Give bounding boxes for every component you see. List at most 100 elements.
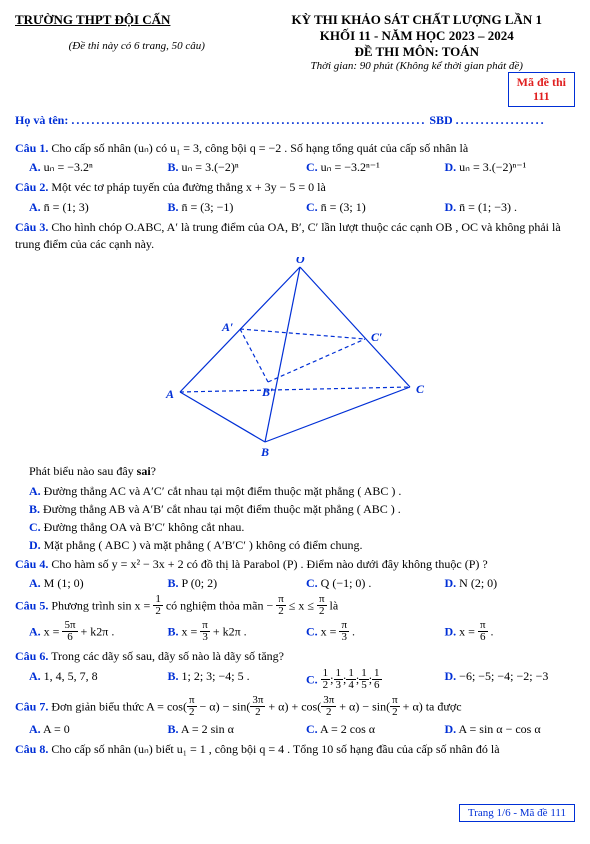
opt-c: C. bbox=[306, 722, 318, 736]
q7-pre: Đơn giản biểu thức A = cos( bbox=[51, 699, 187, 713]
opt-b: B. bbox=[168, 200, 179, 214]
q5-b-pre: x = bbox=[182, 624, 201, 638]
q5-c-pre: x = bbox=[321, 624, 340, 638]
opt-b: B. bbox=[168, 160, 179, 174]
q4-b: P (0; 2) bbox=[182, 576, 218, 590]
q5-a-post: + k2π . bbox=[78, 624, 115, 638]
q4-options: A. M (1; 0) B. P (0; 2) C. Q (−1; 0) . D… bbox=[29, 576, 575, 591]
opt-a: A. bbox=[29, 160, 41, 174]
q3-d: Mặt phẳng ( ABC ) và mặt phẳng ( A′B′C′ … bbox=[41, 538, 363, 552]
q4-a: M (1; 0) bbox=[44, 576, 84, 590]
exam-page: TRƯỜNG THPT ĐỘI CẤN (Đề thi này có 6 tra… bbox=[15, 12, 575, 822]
q7-m3: + α) − sin( bbox=[336, 699, 390, 713]
opt-a: A. bbox=[29, 200, 41, 214]
madethi-num: 111 bbox=[517, 89, 566, 103]
q8-label: Câu 8. bbox=[15, 742, 48, 756]
q5-d-post: . bbox=[488, 624, 494, 638]
q1-text: Cho cấp số nhân (uₙ) có u₁ = 3, công bội… bbox=[51, 141, 468, 155]
q5-c-post: . bbox=[349, 624, 355, 638]
q6-a: 1, 4, 5, 7, 8 bbox=[44, 669, 98, 683]
frac-3pi-2b: 3π2 bbox=[321, 695, 336, 718]
svg-text:C: C bbox=[416, 382, 425, 396]
q3-label: Câu 3. bbox=[15, 220, 48, 234]
name-label: Họ và tên: bbox=[15, 113, 68, 127]
q3-sai: sai bbox=[137, 464, 151, 478]
note-right: Thời gian: 90 phút (Không kể thời gian p… bbox=[258, 60, 575, 72]
q7-m4: + α) ta được bbox=[400, 699, 462, 713]
q3-c: Đường thẳng OA và B′C′ không cắt nhau. bbox=[41, 520, 245, 534]
q5-options: A. x = 5π6 + k2π . B. x = π3 + k2π . C. … bbox=[29, 621, 575, 644]
q4-label: Câu 4. bbox=[15, 557, 48, 571]
q5-label: Câu 5. bbox=[15, 598, 48, 612]
opt-d: D. bbox=[445, 624, 457, 638]
madethi-label: Mã đề thi bbox=[517, 75, 566, 89]
question-8: Câu 8. Cho cấp số nhân (uₙ) biết u₁ = 1 … bbox=[15, 741, 575, 758]
svg-text:B: B bbox=[260, 445, 269, 457]
question-1: Câu 1. Cho cấp số nhân (uₙ) có u₁ = 3, c… bbox=[15, 140, 575, 157]
exam-code-box: Mã đề thi 111 bbox=[508, 72, 575, 107]
svg-text:B′: B′ bbox=[261, 385, 273, 399]
header: TRƯỜNG THPT ĐỘI CẤN (Đề thi này có 6 tra… bbox=[15, 12, 575, 72]
q3-statements: A. Đường thẳng AC và A′C′ cắt nhau tại m… bbox=[15, 484, 575, 553]
page-footer: Trang 1/6 - Mã đề 111 bbox=[459, 804, 575, 822]
frac-pi-3b: π3 bbox=[339, 620, 349, 643]
exam-info: KỲ THI KHẢO SÁT CHẤT LƯỢNG LẦN 1 KHỐI 11… bbox=[258, 12, 575, 72]
opt-b: B. bbox=[168, 576, 179, 590]
opt-d: D. bbox=[445, 160, 457, 174]
q5-mid: có nghiệm thỏa mãn − bbox=[163, 598, 276, 612]
q4-c: Q (−1; 0) . bbox=[321, 576, 372, 590]
opt-c: C. bbox=[306, 200, 318, 214]
frac-5pi-6: 5π6 bbox=[62, 620, 77, 643]
svg-text:A′: A′ bbox=[221, 320, 233, 334]
opt-a: A. bbox=[29, 624, 41, 638]
q3-b: Đường thẳng AB và A′B′ cắt nhau tại một … bbox=[40, 502, 401, 516]
frac-pi-6: π6 bbox=[478, 620, 488, 643]
question-7: Câu 7. Đơn giản biểu thức A = cos(π2 − α… bbox=[15, 696, 575, 719]
q1-d: uₙ = 3.(−2)ⁿ⁻¹ bbox=[459, 160, 526, 174]
q2-text: Một véc tơ pháp tuyến của đường thẳng x … bbox=[51, 180, 325, 194]
q7-b: A = 2 sin α bbox=[181, 722, 234, 736]
opt-a: A. bbox=[29, 722, 41, 736]
q7-d: A = sin α − cos α bbox=[459, 722, 541, 736]
q3-a: Đường thẳng AC và A′C′ cắt nhau tại một … bbox=[41, 484, 402, 498]
q2-label: Câu 2. bbox=[15, 180, 48, 194]
frac-1-2: 12 bbox=[153, 594, 163, 617]
q8-text: Cho cấp số nhân (uₙ) biết u₁ = 1 , công … bbox=[51, 742, 499, 756]
exam-line3: ĐỀ THI MÔN: TOÁN bbox=[258, 44, 575, 60]
q4-d: N (2; 0) bbox=[459, 576, 497, 590]
q6-d: −6; −5; −4; −2; −3 bbox=[459, 669, 548, 683]
opt-d: D. bbox=[445, 669, 457, 683]
question-5: Câu 5. Phương trình sin x = 12 có nghiệm… bbox=[15, 595, 575, 618]
note-left: (Đề thi này có 6 trang, 50 câu) bbox=[15, 40, 258, 52]
madethi-row: Mã đề thi 111 bbox=[15, 72, 575, 107]
q6-c: 12;13;14;15;16 bbox=[321, 672, 382, 686]
name-line: Họ và tên: .............................… bbox=[15, 113, 575, 128]
question-4: Câu 4. Cho hàm số y = x² − 3x + 2 có đồ … bbox=[15, 556, 575, 573]
q1-c: uₙ = −3.2ⁿ⁻¹ bbox=[321, 160, 380, 174]
q5-mid2: ≤ x ≤ bbox=[286, 598, 317, 612]
school-col: TRƯỜNG THPT ĐỘI CẤN (Đề thi này có 6 tra… bbox=[15, 12, 258, 72]
opt-c: C. bbox=[306, 624, 318, 638]
q2-b: n̄ = (3; −1) bbox=[182, 200, 234, 214]
q7-a: A = 0 bbox=[43, 722, 70, 736]
q6-text: Trong các dãy số sau, dãy số nào là dãy … bbox=[51, 649, 284, 663]
svg-text:C′: C′ bbox=[371, 330, 382, 344]
q7-m1: − α) − sin( bbox=[197, 699, 251, 713]
exam-line1: KỲ THI KHẢO SÁT CHẤT LƯỢNG LẦN 1 bbox=[258, 12, 575, 28]
question-3: Câu 3. Cho hình chóp O.ABC, A′ là trung … bbox=[15, 219, 575, 254]
sbd-label: SBD bbox=[429, 113, 452, 127]
svg-text:O: O bbox=[296, 257, 305, 266]
exam-line2: KHỐI 11 - NĂM HỌC 2023 – 2024 bbox=[258, 28, 575, 44]
q1-options: A. uₙ = −3.2ⁿ B. uₙ = 3.(−2)ⁿ C. uₙ = −3… bbox=[29, 160, 575, 175]
frac-pi-2d: π2 bbox=[390, 695, 400, 718]
q5-d-pre: x = bbox=[459, 624, 478, 638]
opt-c: C. bbox=[306, 576, 318, 590]
q1-label: Câu 1. bbox=[15, 141, 48, 155]
question-2: Câu 2. Một véc tơ pháp tuyến của đường t… bbox=[15, 179, 575, 196]
q7-c: A = 2 cos α bbox=[320, 722, 375, 736]
opt-a: A. bbox=[29, 484, 41, 498]
q5-a-pre: x = bbox=[44, 624, 63, 638]
q6-label: Câu 6. bbox=[15, 649, 48, 663]
q6-options: A. 1, 4, 5, 7, 8 B. 1; 2; 3; −4; 5 . C. … bbox=[29, 669, 575, 692]
q2-c: n̄ = (3; 1) bbox=[321, 200, 366, 214]
